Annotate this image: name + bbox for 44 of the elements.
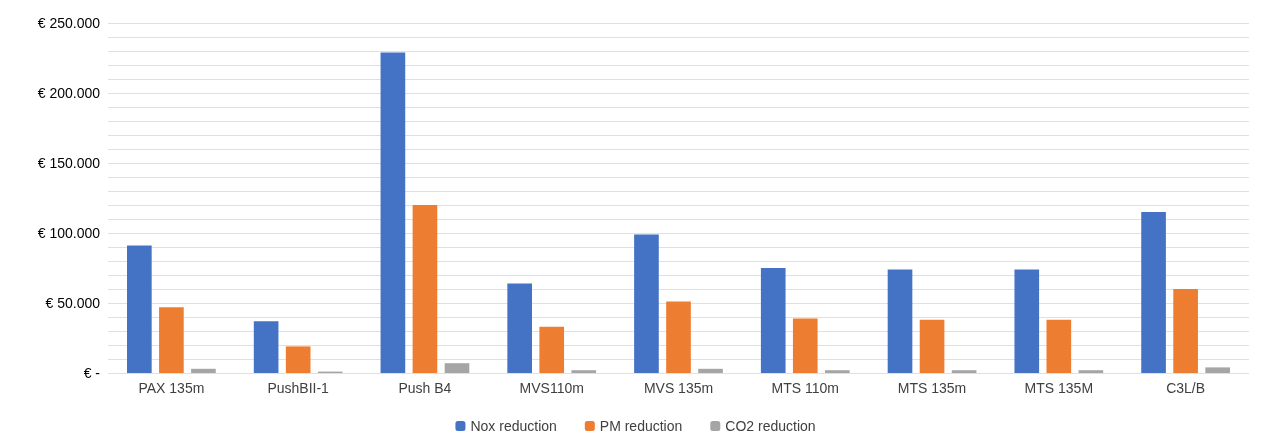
- bar: [285, 346, 311, 373]
- legend-label: PM reduction: [599, 418, 683, 434]
- bar: [887, 269, 913, 373]
- y-tick-label: € -: [83, 365, 101, 381]
- legend-label: CO2 reduction: [725, 418, 816, 434]
- x-tick-label: MTS 110m: [771, 380, 839, 396]
- bar: [539, 326, 565, 373]
- y-tick-label: € 100.000: [37, 225, 101, 241]
- bar: [1205, 367, 1230, 373]
- bar: [760, 268, 786, 373]
- y-tick-label: € 50.000: [45, 295, 101, 311]
- x-tick-label: MVS 135m: [643, 380, 714, 396]
- bar: [792, 318, 818, 373]
- y-tick-label: € 200.000: [37, 85, 101, 101]
- x-tick-label: PAX 135m: [138, 380, 205, 396]
- bar: [159, 307, 184, 373]
- x-tick-label: MTS 135m: [897, 380, 967, 396]
- bar: [253, 321, 279, 373]
- legend-label: Nox reduction: [470, 418, 557, 434]
- bar: [1046, 319, 1072, 373]
- y-tick-label: € 250.000: [37, 15, 101, 31]
- x-tick-label: MVS110m: [519, 380, 584, 396]
- x-tick-label: Push B4: [398, 380, 452, 396]
- bar: [412, 205, 438, 373]
- bar: [1078, 370, 1104, 373]
- bar: [1173, 289, 1198, 373]
- bar: [571, 370, 597, 373]
- bar: [951, 370, 977, 373]
- x-tick-label: C3L/B: [1166, 380, 1206, 396]
- bar: [825, 370, 850, 373]
- x-tick-label: MTS 135M: [1024, 380, 1094, 396]
- bar: [666, 301, 691, 373]
- bar: [127, 245, 152, 373]
- x-tick-label: PushBII-1: [267, 380, 330, 396]
- bar: [919, 319, 945, 373]
- bar: [698, 368, 723, 373]
- bar: [1014, 269, 1040, 373]
- bar: [507, 283, 532, 373]
- bar: [634, 234, 659, 373]
- bar: [444, 363, 470, 373]
- bar: [380, 52, 406, 373]
- bar: [191, 368, 216, 373]
- bar: [1141, 212, 1166, 373]
- y-tick-label: € 150.000: [37, 155, 101, 171]
